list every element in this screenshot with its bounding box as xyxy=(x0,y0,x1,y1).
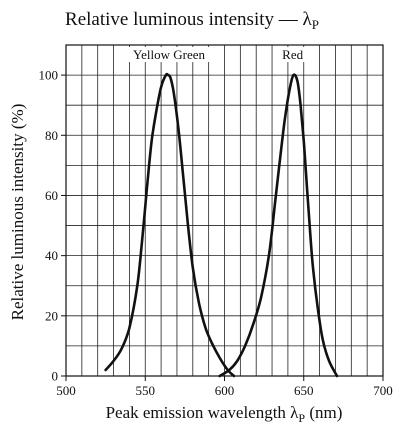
y-tick-label: 100 xyxy=(39,68,59,83)
series-line-red xyxy=(218,73,339,378)
series-line-yellow-green xyxy=(104,72,236,378)
x-axis-label: Peak emission wavelength λP (nm) xyxy=(106,403,343,425)
series-label-yellow-green: Yellow Green xyxy=(133,47,205,62)
series-label-bg xyxy=(124,47,215,63)
y-tick-label: 80 xyxy=(45,128,58,143)
series-label-red: Red xyxy=(282,47,303,62)
x-tick-label: 500 xyxy=(56,383,76,398)
x-tick-label: 700 xyxy=(373,383,393,398)
x-tick-label: 550 xyxy=(136,383,156,398)
y-tick-label: 20 xyxy=(45,308,58,323)
curves: Yellow Green Red xyxy=(104,47,339,378)
x-tick-label: 600 xyxy=(215,383,235,398)
ticks: 500 550 600 650 700 0 20 40 60 80 100 xyxy=(39,68,393,398)
y-axis-label: Relative luminous intensity (%) xyxy=(8,104,27,321)
x-tick-label: 650 xyxy=(294,383,314,398)
series-label-bg xyxy=(279,47,307,63)
y-tick-label: 0 xyxy=(52,369,59,384)
y-tick-label: 60 xyxy=(45,188,58,203)
y-tick-label: 40 xyxy=(45,248,58,263)
chart-title: Relative luminous intensity — λP xyxy=(65,9,319,32)
grid xyxy=(66,45,383,376)
